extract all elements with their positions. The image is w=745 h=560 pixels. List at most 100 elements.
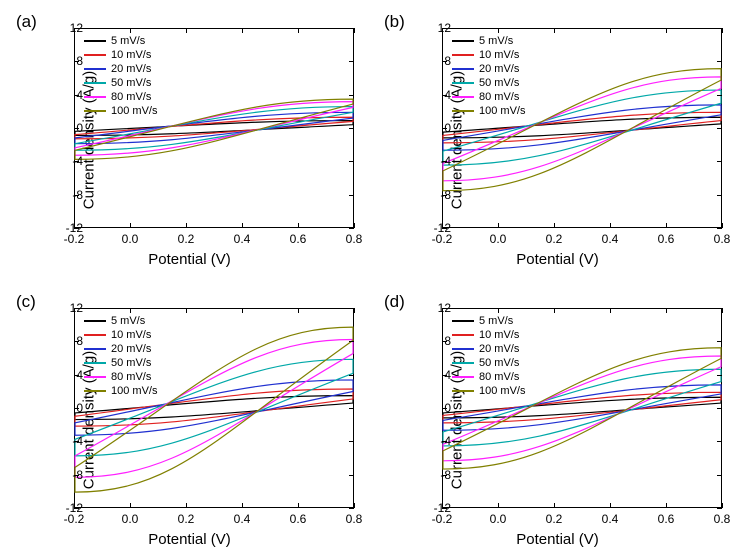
x-tick-label: 0.6 bbox=[658, 232, 675, 246]
x-tick-label: 0.2 bbox=[178, 232, 195, 246]
legend-swatch-icon bbox=[84, 54, 106, 56]
legend-swatch-icon bbox=[84, 362, 106, 364]
panel-label: (b) bbox=[384, 12, 405, 32]
x-tick-label: 0.0 bbox=[490, 512, 507, 526]
legend-swatch-icon bbox=[452, 68, 474, 70]
legend-label: 50 mV/s bbox=[111, 357, 151, 369]
legend-item: 80 mV/s bbox=[84, 90, 157, 103]
legend-swatch-icon bbox=[452, 96, 474, 98]
legend-item: 80 mV/s bbox=[452, 370, 525, 383]
x-tick-mark bbox=[130, 503, 131, 508]
legend-swatch-icon bbox=[84, 96, 106, 98]
x-tick-mark bbox=[130, 308, 131, 313]
legend-label: 10 mV/s bbox=[479, 329, 519, 341]
x-tick-mark bbox=[74, 503, 75, 508]
panel-d: (d)Current density (A/g)Potential (V)-12… bbox=[380, 290, 735, 550]
y-tick-mark bbox=[74, 408, 79, 409]
y-tick-mark bbox=[74, 161, 79, 162]
legend-label: 100 mV/s bbox=[111, 385, 157, 397]
x-tick-label: 0.4 bbox=[234, 512, 251, 526]
x-tick-mark bbox=[242, 308, 243, 313]
legend: 5 mV/s10 mV/s20 mV/s50 mV/s80 mV/s100 mV… bbox=[84, 34, 157, 118]
legend-item: 10 mV/s bbox=[84, 328, 157, 341]
legend-label: 100 mV/s bbox=[479, 105, 525, 117]
x-tick-mark bbox=[554, 28, 555, 33]
y-tick-mark bbox=[349, 61, 354, 62]
x-tick-mark bbox=[74, 28, 75, 33]
x-tick-mark bbox=[186, 28, 187, 33]
y-tick-mark bbox=[349, 341, 354, 342]
y-tick-mark bbox=[717, 441, 722, 442]
x-tick-mark bbox=[666, 28, 667, 33]
x-tick-mark bbox=[298, 308, 299, 313]
y-tick-mark bbox=[74, 375, 79, 376]
x-tick-mark bbox=[610, 308, 611, 313]
legend-item: 100 mV/s bbox=[452, 384, 525, 397]
x-tick-mark bbox=[130, 28, 131, 33]
y-tick-mark bbox=[349, 195, 354, 196]
y-tick-mark bbox=[442, 508, 447, 509]
x-tick-mark bbox=[554, 223, 555, 228]
x-tick-mark bbox=[722, 223, 723, 228]
x-tick-label: 0.4 bbox=[602, 512, 619, 526]
x-tick-mark bbox=[242, 503, 243, 508]
x-tick-mark bbox=[354, 28, 355, 33]
legend-label: 5 mV/s bbox=[479, 35, 513, 47]
y-tick-mark bbox=[349, 161, 354, 162]
x-tick-mark bbox=[610, 28, 611, 33]
x-tick-label: -0.2 bbox=[64, 232, 85, 246]
panel-c: (c)Current density (A/g)Potential (V)-12… bbox=[12, 290, 367, 550]
x-tick-mark bbox=[666, 223, 667, 228]
x-tick-label: 0.8 bbox=[714, 232, 731, 246]
x-tick-label: -0.2 bbox=[64, 512, 85, 526]
y-tick-mark bbox=[717, 128, 722, 129]
legend-swatch-icon bbox=[84, 82, 106, 84]
y-tick-mark bbox=[717, 341, 722, 342]
legend: 5 mV/s10 mV/s20 mV/s50 mV/s80 mV/s100 mV… bbox=[452, 34, 525, 118]
y-tick-mark bbox=[442, 161, 447, 162]
x-tick-label: -0.2 bbox=[432, 512, 453, 526]
y-tick-mark bbox=[74, 228, 79, 229]
x-tick-mark bbox=[498, 503, 499, 508]
legend-swatch-icon bbox=[452, 348, 474, 350]
legend-item: 50 mV/s bbox=[452, 76, 525, 89]
x-tick-mark bbox=[442, 503, 443, 508]
legend-swatch-icon bbox=[84, 110, 106, 112]
x-tick-label: 0.0 bbox=[122, 512, 139, 526]
legend-item: 20 mV/s bbox=[452, 342, 525, 355]
y-tick-mark bbox=[74, 128, 79, 129]
y-tick-mark bbox=[717, 508, 722, 509]
x-tick-mark bbox=[722, 503, 723, 508]
x-tick-mark bbox=[354, 223, 355, 228]
panel-b: (b)Current density (A/g)Potential (V)-12… bbox=[380, 10, 735, 270]
x-tick-mark bbox=[722, 308, 723, 313]
x-tick-mark bbox=[610, 223, 611, 228]
x-tick-mark bbox=[186, 308, 187, 313]
legend-item: 100 mV/s bbox=[84, 384, 157, 397]
x-tick-mark bbox=[74, 223, 75, 228]
y-tick-mark bbox=[717, 228, 722, 229]
legend-label: 50 mV/s bbox=[479, 357, 519, 369]
x-tick-mark bbox=[554, 308, 555, 313]
y-tick-mark bbox=[349, 475, 354, 476]
x-tick-label: 0.0 bbox=[490, 232, 507, 246]
y-tick-mark bbox=[717, 161, 722, 162]
legend-swatch-icon bbox=[84, 320, 106, 322]
y-tick-mark bbox=[349, 508, 354, 509]
x-tick-mark bbox=[298, 223, 299, 228]
x-tick-label: 0.8 bbox=[346, 232, 363, 246]
legend-label: 10 mV/s bbox=[111, 329, 151, 341]
legend-item: 10 mV/s bbox=[452, 48, 525, 61]
legend-swatch-icon bbox=[84, 68, 106, 70]
legend-swatch-icon bbox=[452, 390, 474, 392]
legend-label: 20 mV/s bbox=[479, 63, 519, 75]
x-tick-label: 0.0 bbox=[122, 232, 139, 246]
y-tick-mark bbox=[74, 61, 79, 62]
legend-item: 5 mV/s bbox=[84, 314, 157, 327]
y-tick-mark bbox=[349, 441, 354, 442]
legend-item: 50 mV/s bbox=[452, 356, 525, 369]
legend-swatch-icon bbox=[452, 376, 474, 378]
panel-label: (a) bbox=[16, 12, 37, 32]
legend: 5 mV/s10 mV/s20 mV/s50 mV/s80 mV/s100 mV… bbox=[84, 314, 157, 398]
legend-item: 80 mV/s bbox=[84, 370, 157, 383]
